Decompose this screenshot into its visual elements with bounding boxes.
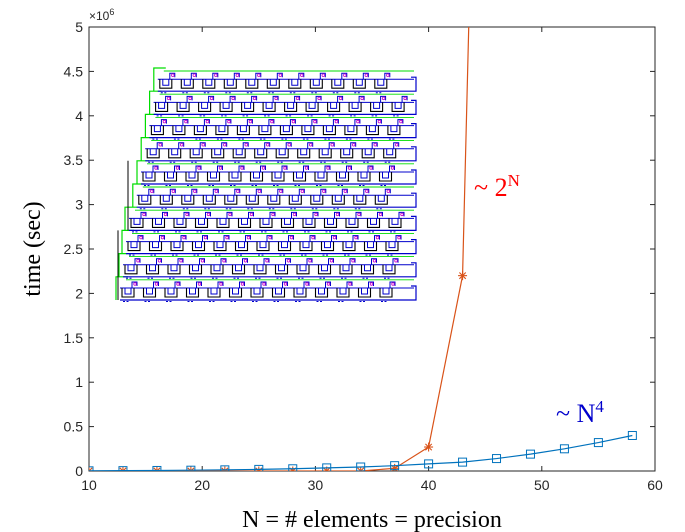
axis-ticks: 10 20 30 40 50 60 0 0.5 1 1.5 2 2.5 3 3.5 4 4.5 5 — [64, 19, 663, 493]
data-point — [559, 444, 569, 454]
x-axis-title: N = # elements = precision — [242, 507, 502, 532]
y-tick-label: 1.5 — [64, 330, 84, 346]
data-point — [458, 457, 468, 467]
series-label-exponential-sup: N — [508, 171, 520, 190]
data-point — [288, 464, 298, 471]
data-point — [356, 466, 366, 471]
data-point — [152, 466, 162, 471]
series-label-exponential-base: ~ 2 — [474, 173, 508, 202]
series-label-exponential: ~ 2N — [474, 171, 520, 202]
data-point — [322, 463, 332, 471]
data-point — [220, 465, 230, 471]
circuit-layout-inset — [115, 67, 417, 302]
series-exponential — [89, 27, 470, 471]
data-point — [118, 466, 128, 471]
data-point — [458, 271, 468, 281]
data-point — [89, 466, 94, 471]
y-exponent-base: ×10 — [89, 9, 110, 23]
data-point — [525, 449, 535, 459]
y-exponent-label: ×106 — [89, 7, 114, 23]
data-point — [492, 454, 502, 464]
series-polynomial — [89, 430, 637, 471]
data-point — [118, 466, 128, 471]
y-tick-label: 0.5 — [64, 419, 84, 435]
y-tick-label: 2.5 — [64, 241, 84, 257]
data-point — [424, 459, 434, 469]
y-tick-label: 3 — [75, 197, 83, 213]
y-axis-title: time (sec) — [20, 201, 46, 296]
y-tick-label: 1 — [75, 374, 83, 390]
series-label-polynomial-base: ~ N — [556, 399, 596, 428]
y-tick-label: 3.5 — [64, 152, 84, 168]
data-point — [152, 465, 162, 471]
x-tick-label: 20 — [194, 477, 210, 493]
y-tick-label: 2 — [75, 285, 83, 301]
x-tick-label: 40 — [421, 477, 437, 493]
series-layer — [89, 27, 637, 471]
y-exponent-power: 6 — [109, 7, 114, 17]
series-label-polynomial-sup: 4 — [595, 397, 604, 416]
data-point — [186, 465, 196, 471]
series-label-polynomial: ~ N4 — [556, 397, 604, 428]
x-tick-label: 60 — [647, 477, 663, 493]
data-point — [186, 466, 196, 471]
y-tick-label: 4 — [75, 108, 83, 124]
data-point — [390, 461, 400, 471]
y-tick-label: 0 — [75, 463, 83, 479]
y-tick-label: 4.5 — [64, 63, 84, 79]
data-point — [89, 466, 94, 471]
data-point — [424, 442, 434, 452]
x-tick-label: 30 — [308, 477, 324, 493]
x-tick-label: 50 — [534, 477, 550, 493]
data-point — [220, 466, 230, 471]
data-point — [593, 438, 603, 448]
series-line — [89, 434, 633, 471]
x-tick-label: 10 — [81, 477, 97, 493]
data-point — [627, 430, 637, 440]
y-tick-label: 5 — [75, 19, 83, 35]
data-point — [356, 462, 366, 471]
data-point — [254, 464, 264, 471]
